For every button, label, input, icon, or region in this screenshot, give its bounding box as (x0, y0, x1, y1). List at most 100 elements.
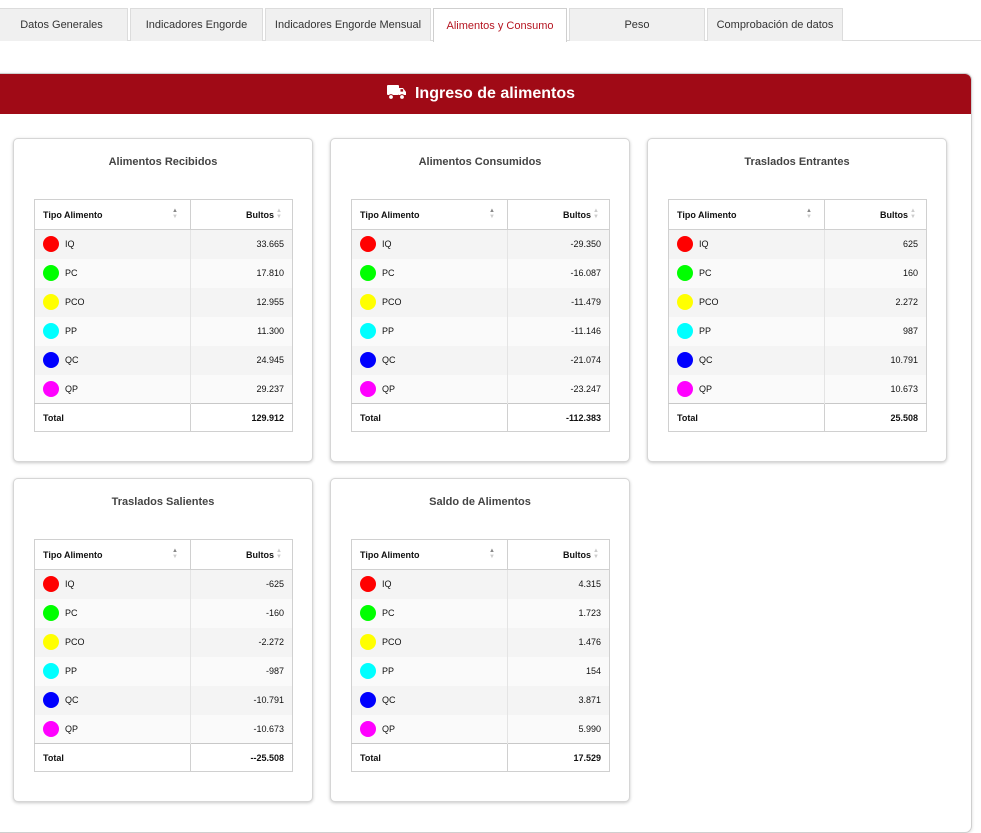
total-value: 17.529 (507, 743, 610, 772)
table-row: QC -10.791 (34, 685, 293, 715)
column-header-bultos[interactable]: Bultos ▲ ▼ (824, 199, 927, 230)
tab-datos-generales[interactable]: Datos Generales (0, 8, 128, 41)
bags-value: -23.247 (507, 374, 610, 404)
food-color-dot (43, 663, 59, 679)
card-title: Traslados Salientes (111, 496, 215, 508)
column-header-tipo-alimento[interactable]: Tipo Alimento ▲ ▼ (351, 199, 508, 230)
food-color-dot (43, 236, 59, 253)
table-row: PCO 1.476 (351, 627, 610, 657)
bags-value: -2.272 (190, 627, 293, 657)
table-row: PCO -2.272 (34, 627, 293, 657)
table-row: QC 3.871 (351, 685, 610, 715)
food-type: PCO (65, 297, 85, 307)
food-color-dot (360, 352, 376, 368)
food-type: PCO (65, 637, 85, 647)
food-type: IQ (65, 239, 75, 250)
food-type: PP (699, 326, 712, 336)
table-row: PC 17.810 (34, 258, 293, 288)
column-header-tipo-alimento[interactable]: Tipo Alimento ▲ ▼ (34, 199, 191, 230)
total-value: -112.383 (507, 403, 610, 432)
table-row: PCO 12.955 (34, 287, 293, 317)
sort-icon: ▲ ▼ (593, 548, 599, 560)
total-label: Total (34, 743, 191, 772)
table-row: PP 987 (668, 316, 927, 346)
food-color-dot (43, 352, 59, 368)
food-type: PC (382, 608, 395, 618)
panel-header: Ingreso de alimentos (0, 74, 971, 114)
table-row: QP -10.673 (34, 714, 293, 744)
tab-indicadores-engorde-mensual[interactable]: Indicadores Engorde Mensual (265, 8, 431, 41)
table-row: PCO 2.272 (668, 287, 927, 317)
sort-icon: ▲ ▼ (806, 208, 812, 220)
total-row: Total 129.912 (34, 403, 293, 432)
food-color-dot (677, 380, 693, 397)
column-header-bultos[interactable]: Bultos ▲ ▼ (190, 199, 293, 230)
total-label: Total (34, 403, 191, 432)
table-row: IQ -29.350 (351, 229, 610, 259)
card-traslados-entrantes: Traslados Entrantes Tipo Alimento ▲ ▼ Bul… (647, 138, 947, 462)
food-type: PC (382, 268, 395, 278)
food-type: PP (65, 666, 78, 676)
bags-value: -11.479 (507, 287, 610, 317)
tab-comprobacion-de-datos[interactable]: Comprobación de datos (707, 8, 843, 41)
card-traslados-salientes: Traslados Salientes Tipo Alimento ▲ ▼ Bul… (13, 478, 313, 802)
food-color-dot (677, 352, 693, 368)
total-label: Total (351, 743, 508, 772)
column-header-bultos[interactable]: Bultos ▲ ▼ (507, 539, 610, 570)
bags-value: 10.673 (824, 374, 927, 404)
table-row: PP 154 (351, 656, 610, 686)
total-row: Total 25.508 (668, 403, 927, 432)
table-row: QP -23.247 (351, 374, 610, 404)
food-type: QP (65, 723, 79, 734)
bags-value: -10.791 (190, 685, 293, 715)
panel-title: Ingreso de alimentos (414, 85, 576, 102)
food-color-dot (43, 323, 59, 339)
sort-icon: ▲ ▼ (276, 548, 282, 560)
total-label: Total (351, 403, 508, 432)
tab-peso[interactable]: Peso (569, 8, 705, 41)
column-header-tipo-alimento[interactable]: Tipo Alimento ▲ ▼ (351, 539, 508, 570)
food-color-dot (360, 294, 376, 310)
total-value: --25.508 (190, 743, 293, 772)
food-type: PCO (382, 297, 402, 307)
column-header-bultos[interactable]: Bultos ▲ ▼ (507, 199, 610, 230)
food-type: PP (65, 326, 78, 336)
bags-value: 24.945 (190, 345, 293, 375)
total-value: 129.912 (190, 403, 293, 432)
bags-value: -10.673 (190, 714, 293, 744)
bags-value: 3.871 (507, 685, 610, 715)
food-type: IQ (699, 239, 709, 250)
card-alimentos-consumidos: Alimentos Consumidos Tipo Alimento ▲ ▼ Bu… (330, 138, 630, 462)
column-header-tipo-alimento[interactable]: Tipo Alimento ▲ ▼ (668, 199, 825, 230)
table-row: PP 11.300 (34, 316, 293, 346)
data-table: Tipo Alimento ▲ ▼ Bultos ▲ ▼ IQ (34, 199, 293, 432)
food-color-dot (360, 663, 376, 679)
food-color-dot (43, 605, 59, 621)
table-row: QP 5.990 (351, 714, 610, 744)
total-row: Total 17.529 (351, 743, 610, 772)
column-header-tipo-alimento[interactable]: Tipo Alimento ▲ ▼ (34, 539, 191, 570)
food-color-dot (360, 576, 376, 593)
tab-indicadores-engorde[interactable]: Indicadores Engorde (130, 8, 263, 41)
table-row: QC -21.074 (351, 345, 610, 375)
table-row: PC 160 (668, 258, 927, 288)
bags-value: 625 (824, 229, 927, 259)
food-type: PC (699, 268, 712, 278)
truck-icon (386, 84, 407, 105)
data-table: Tipo Alimento ▲ ▼ Bultos ▲ ▼ IQ (351, 199, 610, 432)
bags-value: 11.300 (190, 316, 293, 346)
bags-value: 154 (507, 656, 610, 686)
bags-value: 2.272 (824, 287, 927, 317)
food-color-dot (360, 634, 376, 650)
bags-value: -987 (190, 656, 293, 686)
food-color-dot (43, 634, 59, 650)
food-intake-panel: Ingreso de alimentos Alimentos Recibidos… (0, 73, 972, 833)
bags-value: -160 (190, 598, 293, 628)
food-color-dot (360, 323, 376, 339)
table-row: PC -16.087 (351, 258, 610, 288)
column-header-bultos[interactable]: Bultos ▲ ▼ (190, 539, 293, 570)
food-color-dot (360, 692, 376, 708)
food-type: PC (65, 268, 78, 278)
tab-alimentos-y-consumo[interactable]: Alimentos y Consumo (433, 8, 567, 42)
food-type: PP (382, 326, 395, 336)
